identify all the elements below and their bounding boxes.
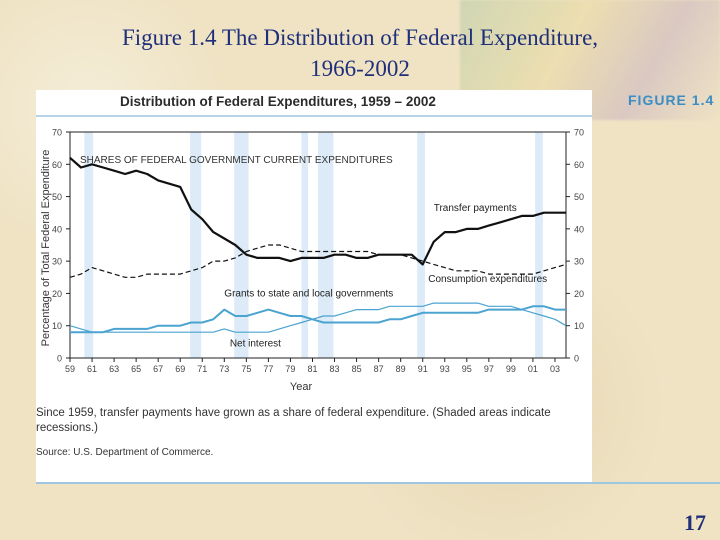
y-tick-label-right: 30 bbox=[574, 257, 584, 267]
series-labels: Transfer payments Consumption expenditure… bbox=[224, 203, 547, 350]
x-tick-label: 93 bbox=[440, 364, 450, 374]
y-axis-label: Percentage of Total Federal Expenditure bbox=[40, 150, 52, 347]
y-tick-label-left: 50 bbox=[52, 192, 62, 202]
recession-band-5 bbox=[417, 132, 425, 358]
recession-band-6 bbox=[535, 132, 543, 358]
y-tick-label-right: 70 bbox=[574, 128, 584, 138]
y-tick-label-left: 30 bbox=[52, 257, 62, 267]
recession-band-3 bbox=[301, 132, 309, 358]
x-tick-label: 71 bbox=[197, 364, 207, 374]
y-tick-label-right: 10 bbox=[574, 321, 584, 331]
chart-title: Distribution of Federal Expenditures, 19… bbox=[120, 94, 436, 109]
x-tick-label: 67 bbox=[153, 364, 163, 374]
expenditure-chart: Distribution of Federal Expenditures, 19… bbox=[36, 94, 592, 458]
bottom-divider bbox=[36, 482, 720, 484]
x-tick-label: 73 bbox=[219, 364, 229, 374]
figure-panel: Distribution of Federal Expenditures, 19… bbox=[36, 90, 592, 482]
recession-band-2 bbox=[234, 132, 249, 358]
y-tick-label-right: 0 bbox=[574, 354, 579, 364]
x-tick-label: 63 bbox=[109, 364, 119, 374]
x-tick-label: 99 bbox=[506, 364, 516, 374]
y-tick-label-left: 0 bbox=[57, 354, 62, 364]
x-tick-label: 79 bbox=[285, 364, 295, 374]
y-tick-label-left: 10 bbox=[52, 321, 62, 331]
y-tick-label-left: 40 bbox=[52, 224, 62, 234]
series-label-grants-to-state-and-local-governments: Grants to state and local governments bbox=[224, 289, 393, 300]
x-tick-label: 83 bbox=[330, 364, 340, 374]
recession-shading bbox=[84, 132, 543, 358]
slide-title-line1: Figure 1.4 The Distribution of Federal E… bbox=[121, 25, 599, 50]
recession-band-0 bbox=[84, 132, 94, 358]
y-tick-label-right: 20 bbox=[574, 289, 584, 299]
x-tick-label: 65 bbox=[131, 364, 141, 374]
y-tick-label-right: 50 bbox=[574, 192, 584, 202]
plot-frame bbox=[69, 131, 567, 359]
y-tick-label-right: 40 bbox=[574, 224, 584, 234]
x-tick-label: 61 bbox=[87, 364, 97, 374]
x-tick-label: 97 bbox=[484, 364, 494, 374]
figure-label: FIGURE 1.4 bbox=[628, 92, 715, 108]
y-tick-label-left: 20 bbox=[52, 289, 62, 299]
x-tick-label: 89 bbox=[396, 364, 406, 374]
y-tick-label-right: 60 bbox=[574, 160, 584, 170]
slide-title-line2: 1966-2002 bbox=[310, 56, 410, 81]
x-axis-label: Year bbox=[290, 381, 313, 393]
x-tick-label: 75 bbox=[241, 364, 251, 374]
series-label-transfer-payments: Transfer payments bbox=[434, 203, 517, 214]
series-line-consumption-expenditures bbox=[69, 244, 567, 278]
series-lines bbox=[69, 156, 567, 334]
y-tick-label-left: 60 bbox=[52, 160, 62, 170]
x-tick-label: 95 bbox=[462, 364, 472, 374]
x-tick-label: 91 bbox=[418, 364, 428, 374]
series-line-net-interest bbox=[69, 302, 567, 333]
x-tick-label: 87 bbox=[374, 364, 384, 374]
caption-block: Since 1959, transfer payments have grown… bbox=[36, 407, 551, 458]
recession-band-4 bbox=[318, 132, 334, 358]
x-tick-label: 69 bbox=[175, 364, 185, 374]
chart-subtitle: SHARES OF FEDERAL GOVERNMENT CURRENT EXP… bbox=[80, 155, 393, 166]
page-number: 17 bbox=[684, 510, 706, 535]
series-line-grants-to-state-and-local-governments bbox=[70, 305, 566, 334]
x-tick-label: 85 bbox=[352, 364, 362, 374]
series-label-net-interest: Net interest bbox=[230, 339, 281, 350]
x-tick-label: 03 bbox=[550, 364, 560, 374]
series-label-consumption-expenditures: Consumption expenditures bbox=[428, 274, 547, 285]
series-line-transfer-payments bbox=[69, 156, 566, 266]
x-tick-label: 01 bbox=[528, 364, 538, 374]
chart-source: Source: U.S. Department of Commerce. bbox=[36, 447, 214, 458]
recession-band-1 bbox=[190, 132, 202, 358]
x-tick-label: 81 bbox=[307, 364, 317, 374]
y-tick-label-left: 70 bbox=[52, 128, 62, 138]
x-tick-label: 77 bbox=[263, 364, 273, 374]
slide-title: Figure 1.4 The Distribution of Federal E… bbox=[0, 22, 720, 84]
chart-caption: Since 1959, transfer payments have grown… bbox=[36, 407, 551, 434]
x-tick-label: 59 bbox=[65, 364, 75, 374]
